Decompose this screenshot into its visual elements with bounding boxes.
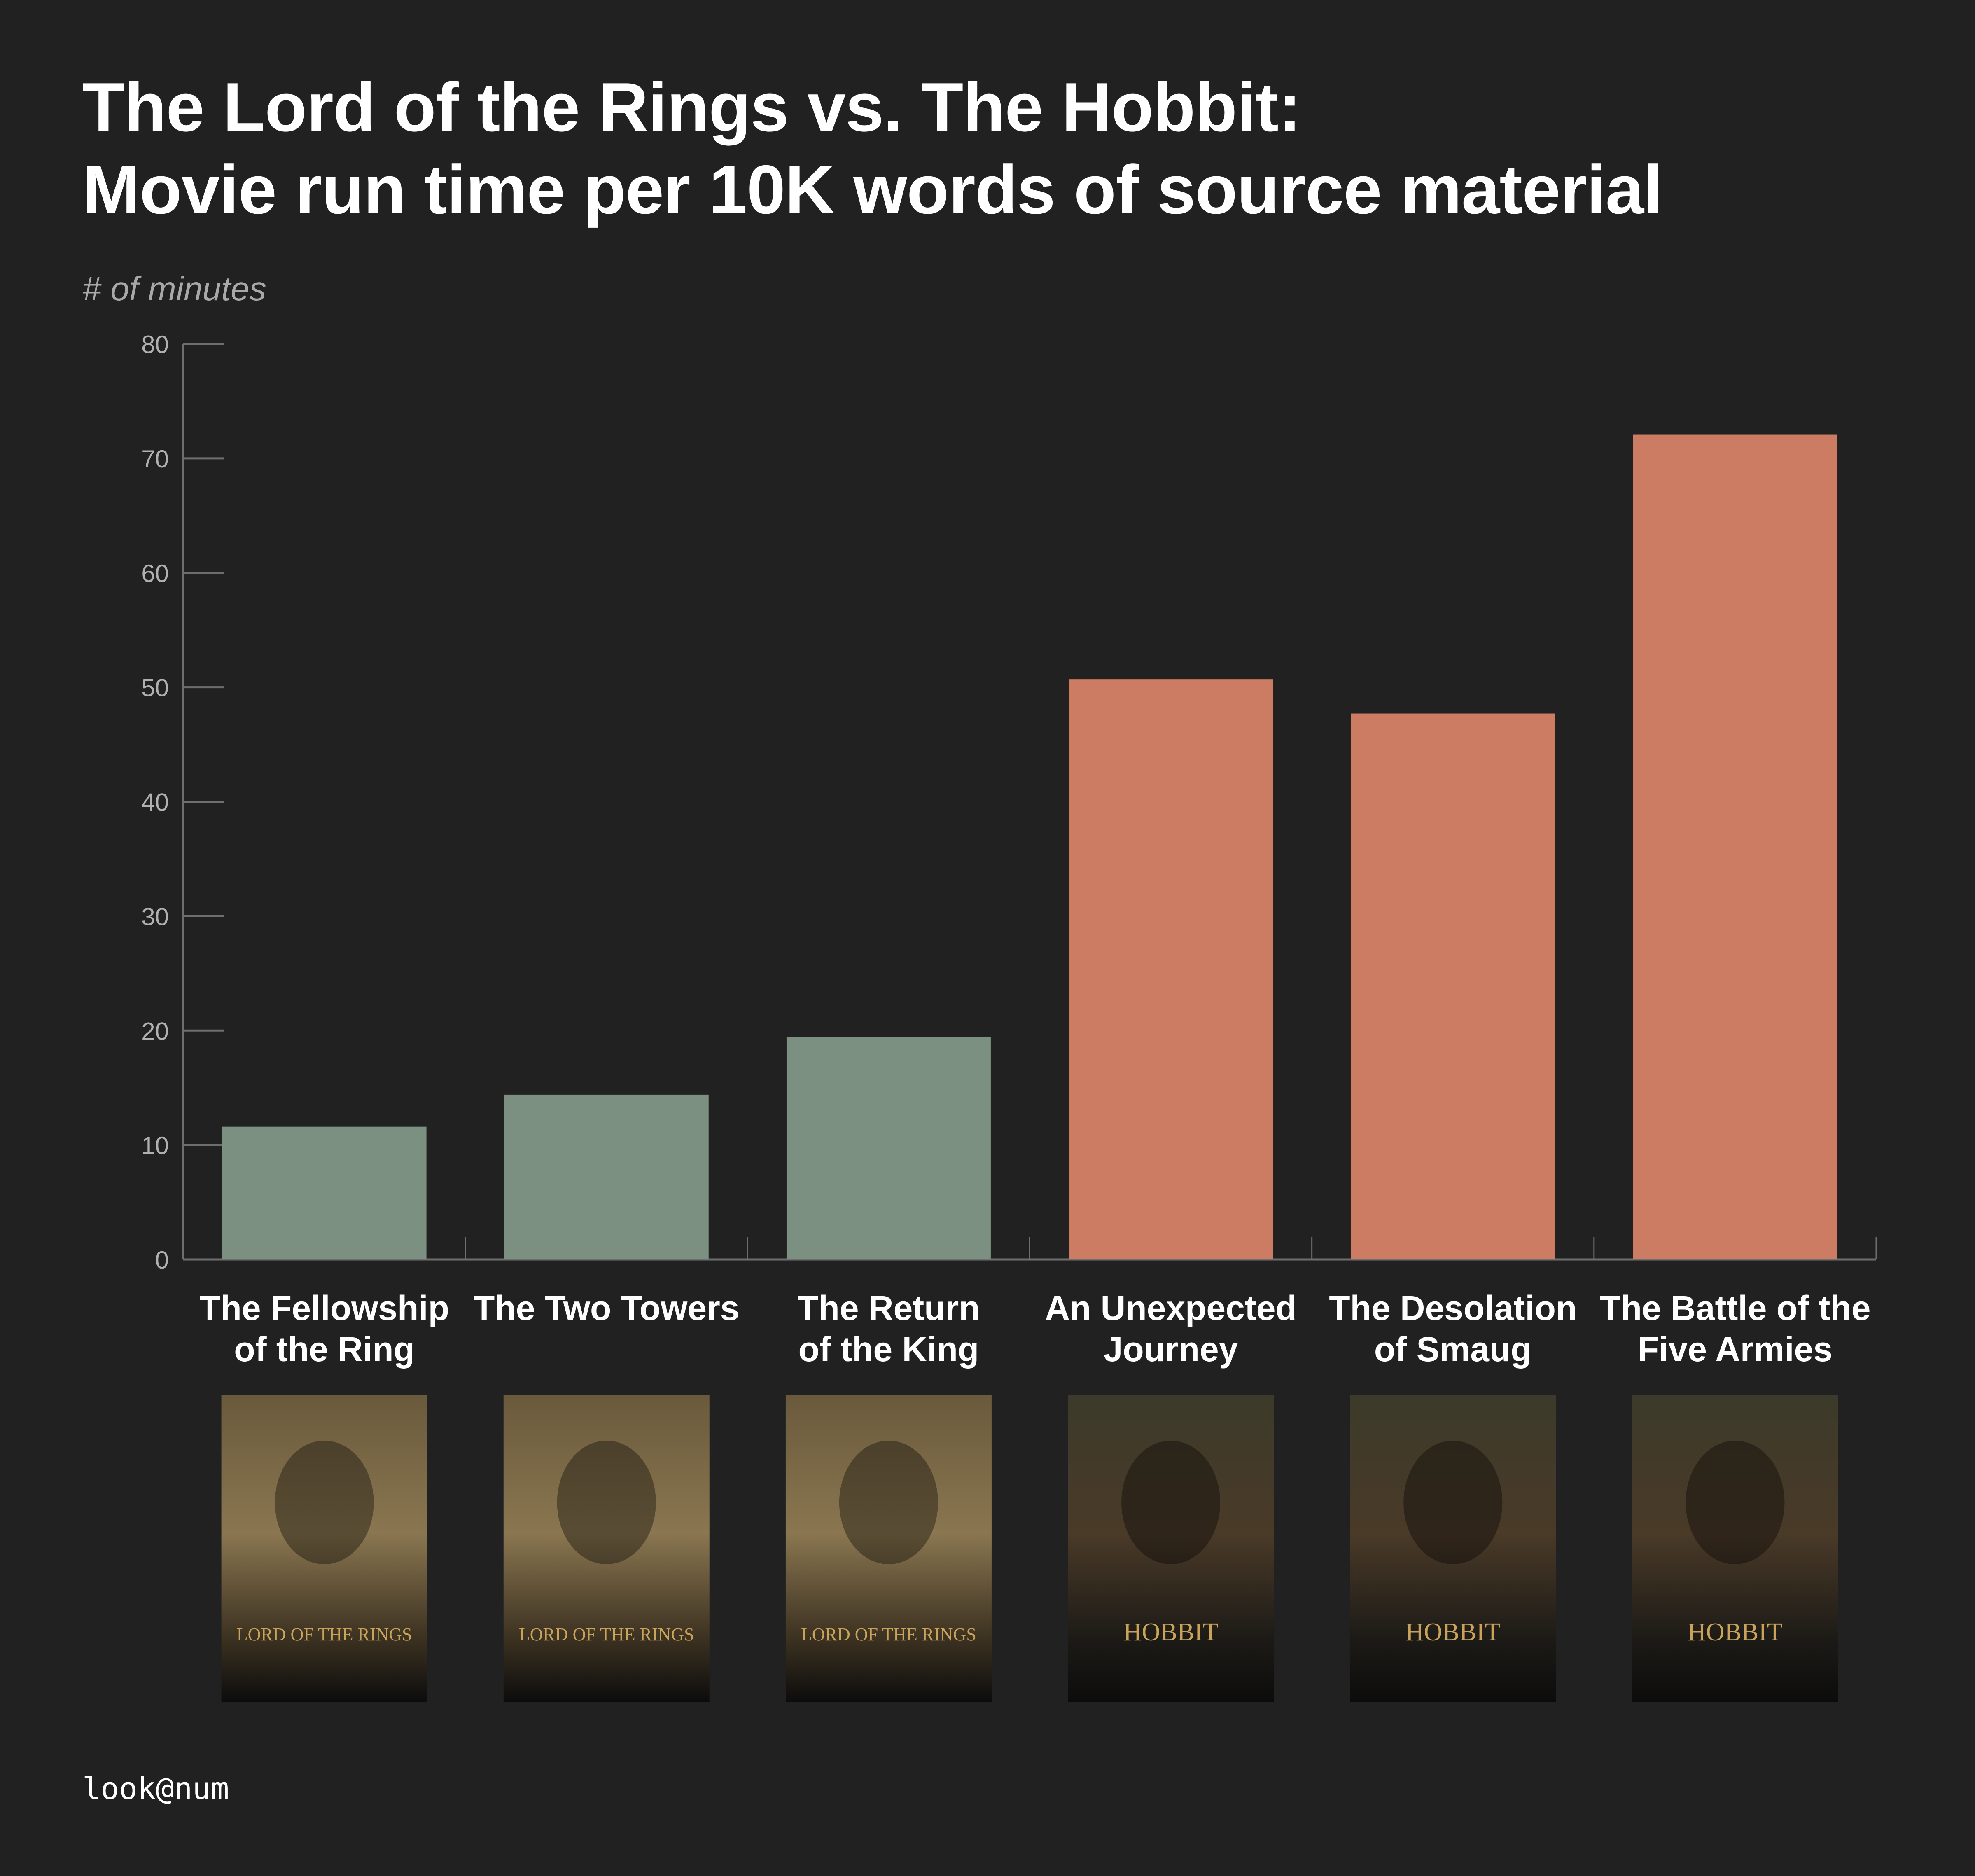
category-label: Journey [1104, 1330, 1238, 1369]
category-label: The Return [797, 1289, 980, 1327]
y-axis-label: # of minutes [82, 270, 266, 308]
y-tick-label: 60 [141, 560, 169, 587]
bar-1 [222, 1126, 427, 1259]
fellowship-poster-icon [221, 1395, 427, 1702]
unexpected-journey-poster-icon [1068, 1395, 1274, 1702]
bar-4 [1069, 679, 1273, 1259]
title-line-2: Movie run time per 10K words of source m… [82, 151, 1663, 228]
poster-logo: HOBBIT [1123, 1618, 1219, 1646]
battle-of-five-armies-poster-icon [1632, 1395, 1838, 1702]
y-tick-label: 20 [141, 1017, 169, 1045]
category-label: of the Ring [234, 1330, 415, 1369]
chart-title: The Lord of the Rings vs. The Hobbit: Mo… [82, 66, 1663, 231]
poster-figure [557, 1441, 656, 1564]
poster-figure [1686, 1441, 1785, 1564]
poster-logo: HOBBIT [1405, 1618, 1501, 1646]
poster-logo: HOBBIT [1688, 1618, 1783, 1646]
y-tick-label: 0 [155, 1246, 169, 1274]
category-label: of Smaug [1374, 1330, 1532, 1369]
poster-logo: LORD OF THE RINGS [801, 1624, 976, 1645]
poster-figure [1403, 1441, 1503, 1564]
category-label: of the King [798, 1330, 979, 1369]
poster-logo: LORD OF THE RINGS [519, 1624, 694, 1645]
category-label: Five Armies [1638, 1330, 1833, 1369]
two-towers-poster-icon [503, 1395, 710, 1702]
title-line-1: The Lord of the Rings vs. The Hobbit: [82, 68, 1301, 146]
y-tick-label: 40 [141, 789, 169, 816]
return-of-the-king-poster-icon [785, 1395, 992, 1702]
y-tick-label: 80 [141, 331, 169, 358]
poster-figure [839, 1441, 938, 1564]
y-tick-label: 70 [141, 445, 169, 473]
category-label: The Desolation [1329, 1289, 1577, 1327]
poster-figure [1121, 1441, 1221, 1564]
y-tick-label: 50 [141, 674, 169, 702]
footer-brand: look@num [82, 1771, 229, 1806]
poster-figure [275, 1441, 374, 1564]
bar-3 [786, 1037, 991, 1259]
category-label: The Battle of the [1599, 1289, 1870, 1327]
y-tick-label: 10 [141, 1132, 169, 1159]
bar-2 [504, 1094, 709, 1259]
bar-6 [1633, 434, 1837, 1259]
poster-logo: LORD OF THE RINGS [237, 1624, 412, 1645]
category-label: The Two Towers [474, 1289, 740, 1327]
category-label: An Unexpected [1045, 1289, 1296, 1327]
desolation-of-smaug-poster-icon [1350, 1395, 1556, 1702]
category-label: The Fellowship [199, 1289, 449, 1327]
y-tick-label: 30 [141, 903, 169, 930]
bar-5 [1351, 713, 1555, 1259]
